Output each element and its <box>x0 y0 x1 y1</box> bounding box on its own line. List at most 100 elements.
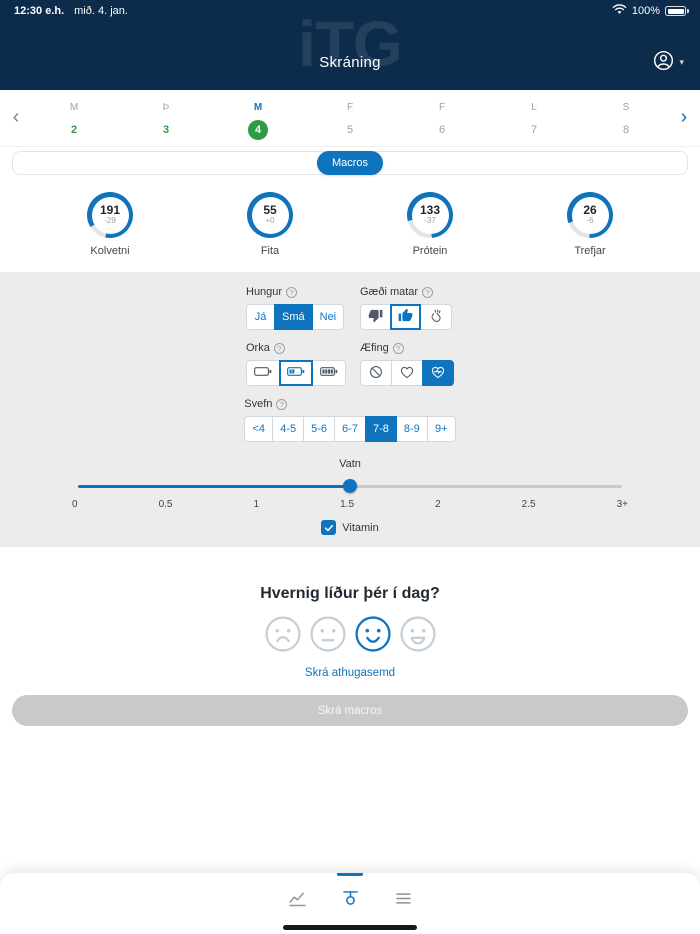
applause-icon <box>428 308 444 327</box>
help-icon[interactable]: ? <box>392 342 404 354</box>
svefn-option-selected[interactable]: 7-8 <box>364 416 397 442</box>
svefn-option[interactable]: 5-6 <box>303 416 336 442</box>
ring-label: Fita <box>260 245 280 257</box>
sad-face-button[interactable] <box>264 615 302 653</box>
happy-face-button-selected[interactable] <box>354 615 392 653</box>
help-icon[interactable]: ? <box>422 286 434 298</box>
app-header: Skráning ▾ <box>0 22 700 90</box>
water-slider-fill <box>78 484 350 488</box>
page-title: Skráning <box>319 54 381 71</box>
add-comment-link[interactable]: Skrá athugasemd <box>304 667 396 679</box>
log-tab-active[interactable] <box>338 888 362 912</box>
bottom-nav <box>0 873 700 934</box>
light-exercise-button[interactable] <box>391 360 423 386</box>
hungur-option-nei[interactable]: Nei <box>311 304 345 330</box>
water-slider-ticks: 0 0.5 1 1.5 2 2.5 3+ <box>72 499 628 510</box>
day-letter: M <box>69 102 79 113</box>
battery-full-button[interactable] <box>312 360 346 386</box>
water-slider-thumb[interactable] <box>343 479 357 493</box>
day-cell[interactable]: S 8 <box>580 100 672 140</box>
day-date: 4 <box>248 120 268 140</box>
stats-tab[interactable] <box>285 888 309 912</box>
svefn-option[interactable]: 9+ <box>426 416 456 442</box>
heart-icon <box>399 364 415 383</box>
svefn-option[interactable]: 6-7 <box>334 416 366 442</box>
account-menu-button[interactable]: ▾ <box>652 49 684 75</box>
thumbs-down-button[interactable] <box>360 304 391 330</box>
day-cell-selected[interactable]: M 4 <box>212 100 304 140</box>
ring-delta: -6 <box>586 216 594 226</box>
aefing-options <box>360 360 454 386</box>
vitamin-checkbox[interactable] <box>321 520 337 535</box>
day-letter: M <box>253 102 263 113</box>
very-happy-face-button[interactable] <box>399 615 437 653</box>
applause-button[interactable] <box>420 304 452 330</box>
tick-label: 1 <box>253 499 260 510</box>
battery-icon <box>665 6 689 16</box>
water-slider[interactable] <box>78 479 622 493</box>
battery-low-icon <box>254 366 272 380</box>
submit-macros-button[interactable]: Skrá macros <box>12 695 688 726</box>
day-letter: Þ <box>162 102 170 113</box>
progress-ring: 133 -37 <box>407 192 453 238</box>
hungur-options: Já Smá Nei <box>246 304 345 330</box>
day-date: 7 <box>530 124 538 136</box>
day-letter: L <box>531 102 537 113</box>
macros-pill-button[interactable]: Macros <box>316 151 384 175</box>
battery-medium-icon <box>287 366 305 380</box>
status-bar: 12:30 e.h. mið. 4. jan. 100% <box>0 0 700 22</box>
svefn-option[interactable]: 8-9 <box>395 416 428 442</box>
help-icon[interactable]: ? <box>286 286 298 298</box>
field-label: Svefn <box>244 398 273 410</box>
clock: 12:30 e.h. <box>14 5 65 17</box>
day-date: 5 <box>346 124 354 136</box>
svefn-option[interactable]: <4 <box>244 416 274 442</box>
mood-question: Hvernig líður þér í dag? <box>260 585 440 602</box>
battery-low-button[interactable] <box>246 360 280 386</box>
neutral-face-button[interactable] <box>309 615 347 653</box>
vitamin-label: Vitamin <box>342 521 379 534</box>
ring-value: 55 <box>263 203 277 217</box>
orka-options <box>246 360 346 386</box>
next-week-button[interactable]: › <box>672 107 696 133</box>
week-days: M 2 Þ 3 M 4 F 5 F 6 L 7 <box>28 100 672 140</box>
ring-value: 133 <box>419 203 441 217</box>
day-cell[interactable]: M 2 <box>28 100 120 140</box>
hungur-option-sma[interactable]: Smá <box>274 304 313 330</box>
battery-medium-button[interactable] <box>279 360 313 386</box>
ring-delta: +0 <box>265 216 275 226</box>
macro-ring-protein: 133 -37 Prótein <box>407 192 453 257</box>
day-letter: F <box>438 102 446 113</box>
no-exercise-icon <box>368 364 384 383</box>
day-date: 2 <box>70 124 78 136</box>
help-icon[interactable]: ? <box>273 342 285 354</box>
day-cell[interactable]: L 7 <box>488 100 580 140</box>
field-aefing: Æfing ? <box>360 342 454 386</box>
field-label: Hungur <box>246 286 283 298</box>
tick-label: 3+ <box>616 499 628 510</box>
svefn-option[interactable]: 4-5 <box>272 416 305 442</box>
day-cell[interactable]: Þ 3 <box>120 100 212 140</box>
intense-exercise-button[interactable] <box>422 360 454 386</box>
home-indicator[interactable] <box>283 925 417 930</box>
day-cell[interactable]: F 6 <box>396 100 488 140</box>
ring-label: Prótein <box>412 245 448 257</box>
progress-ring: 26 -6 <box>567 192 613 238</box>
day-cell[interactable]: F 5 <box>304 100 396 140</box>
thumbs-up-button[interactable] <box>390 304 421 330</box>
thumbs-up-icon <box>398 308 413 326</box>
chevron-down-icon: ▾ <box>679 56 684 67</box>
prev-week-button[interactable]: ‹ <box>4 107 28 133</box>
stats-chart-icon <box>287 888 308 912</box>
menu-tab[interactable] <box>391 888 415 912</box>
no-exercise-button[interactable] <box>360 360 392 386</box>
workout-log-icon <box>340 888 361 912</box>
week-selector: ‹ M 2 Þ 3 M 4 F 5 F 6 L <box>0 90 700 147</box>
hungur-option-ja[interactable]: Já <box>246 304 275 330</box>
day-date: 8 <box>622 124 630 136</box>
heart-pulse-icon <box>430 364 446 383</box>
field-vitamin[interactable]: Vitamin <box>0 520 700 535</box>
mood-faces <box>0 615 700 653</box>
help-icon[interactable]: ? <box>276 398 288 410</box>
